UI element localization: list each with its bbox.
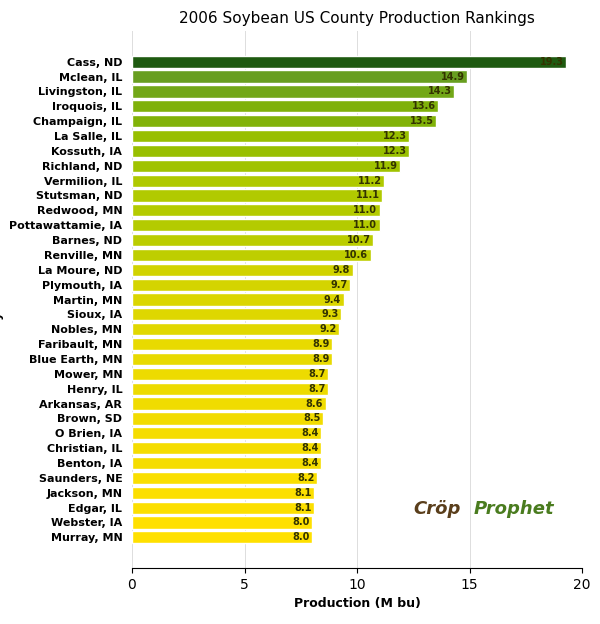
Bar — [132, 71, 467, 82]
Bar — [132, 368, 328, 380]
Text: 8.9: 8.9 — [313, 339, 330, 349]
Text: 19.3: 19.3 — [540, 57, 564, 67]
Bar — [132, 517, 312, 529]
Text: 12.3: 12.3 — [383, 146, 407, 156]
Text: 10.6: 10.6 — [344, 250, 368, 260]
Text: 8.7: 8.7 — [308, 384, 325, 394]
Bar — [132, 383, 328, 395]
Bar — [132, 189, 382, 202]
Text: 13.6: 13.6 — [412, 101, 436, 111]
Text: Cröp: Cröp — [413, 500, 461, 518]
Bar — [132, 338, 332, 350]
Bar — [132, 457, 321, 469]
Text: 10.7: 10.7 — [347, 235, 371, 245]
Text: 8.0: 8.0 — [292, 532, 310, 542]
Bar — [132, 100, 438, 112]
Bar — [132, 487, 314, 499]
Text: 11.9: 11.9 — [373, 161, 398, 171]
Text: 12.3: 12.3 — [383, 131, 407, 141]
Bar — [132, 531, 312, 544]
Bar — [132, 502, 314, 514]
Bar — [132, 130, 409, 142]
Text: 9.8: 9.8 — [333, 265, 350, 275]
Bar — [132, 412, 323, 424]
Text: 8.5: 8.5 — [304, 414, 321, 424]
Text: 9.4: 9.4 — [324, 295, 341, 305]
Y-axis label: County and State: County and State — [0, 238, 4, 361]
Text: 8.7: 8.7 — [308, 369, 325, 379]
Text: 14.9: 14.9 — [441, 72, 465, 82]
Text: 8.6: 8.6 — [306, 399, 323, 409]
Title: 2006 Soybean US County Production Rankings: 2006 Soybean US County Production Rankin… — [179, 11, 535, 26]
Text: 8.0: 8.0 — [292, 517, 310, 527]
Text: 8.1: 8.1 — [295, 488, 312, 498]
Bar — [132, 427, 321, 439]
Text: 8.4: 8.4 — [301, 458, 319, 468]
Text: 8.4: 8.4 — [301, 428, 319, 438]
Bar — [132, 249, 371, 261]
Bar — [132, 353, 332, 365]
Bar — [132, 56, 566, 68]
Bar — [132, 293, 343, 306]
Bar — [132, 278, 350, 291]
Bar — [132, 85, 454, 97]
Text: 11.2: 11.2 — [358, 175, 382, 185]
Text: Prophet: Prophet — [474, 500, 554, 518]
Text: 9.3: 9.3 — [322, 310, 339, 319]
Text: 9.2: 9.2 — [320, 324, 337, 334]
Bar — [132, 204, 380, 217]
Text: 11.0: 11.0 — [353, 220, 377, 230]
Bar — [132, 234, 373, 246]
Bar — [132, 219, 380, 232]
Text: 13.5: 13.5 — [409, 116, 433, 126]
X-axis label: Production (M bu): Production (M bu) — [293, 597, 421, 610]
Bar — [132, 472, 317, 484]
Bar — [132, 308, 341, 321]
Text: 11.0: 11.0 — [353, 205, 377, 215]
Text: 8.1: 8.1 — [295, 502, 312, 513]
Bar — [132, 175, 384, 187]
Bar — [132, 264, 353, 276]
Text: 8.4: 8.4 — [301, 443, 319, 453]
Text: 8.9: 8.9 — [313, 354, 330, 364]
Bar — [132, 442, 321, 454]
Bar — [132, 115, 436, 127]
Bar — [132, 323, 339, 335]
Text: 14.3: 14.3 — [427, 86, 452, 97]
Bar — [132, 145, 409, 157]
Text: 8.2: 8.2 — [297, 473, 314, 483]
Text: 9.7: 9.7 — [331, 280, 348, 290]
Bar — [132, 397, 325, 410]
Bar — [132, 160, 400, 172]
Text: 11.1: 11.1 — [355, 190, 380, 200]
